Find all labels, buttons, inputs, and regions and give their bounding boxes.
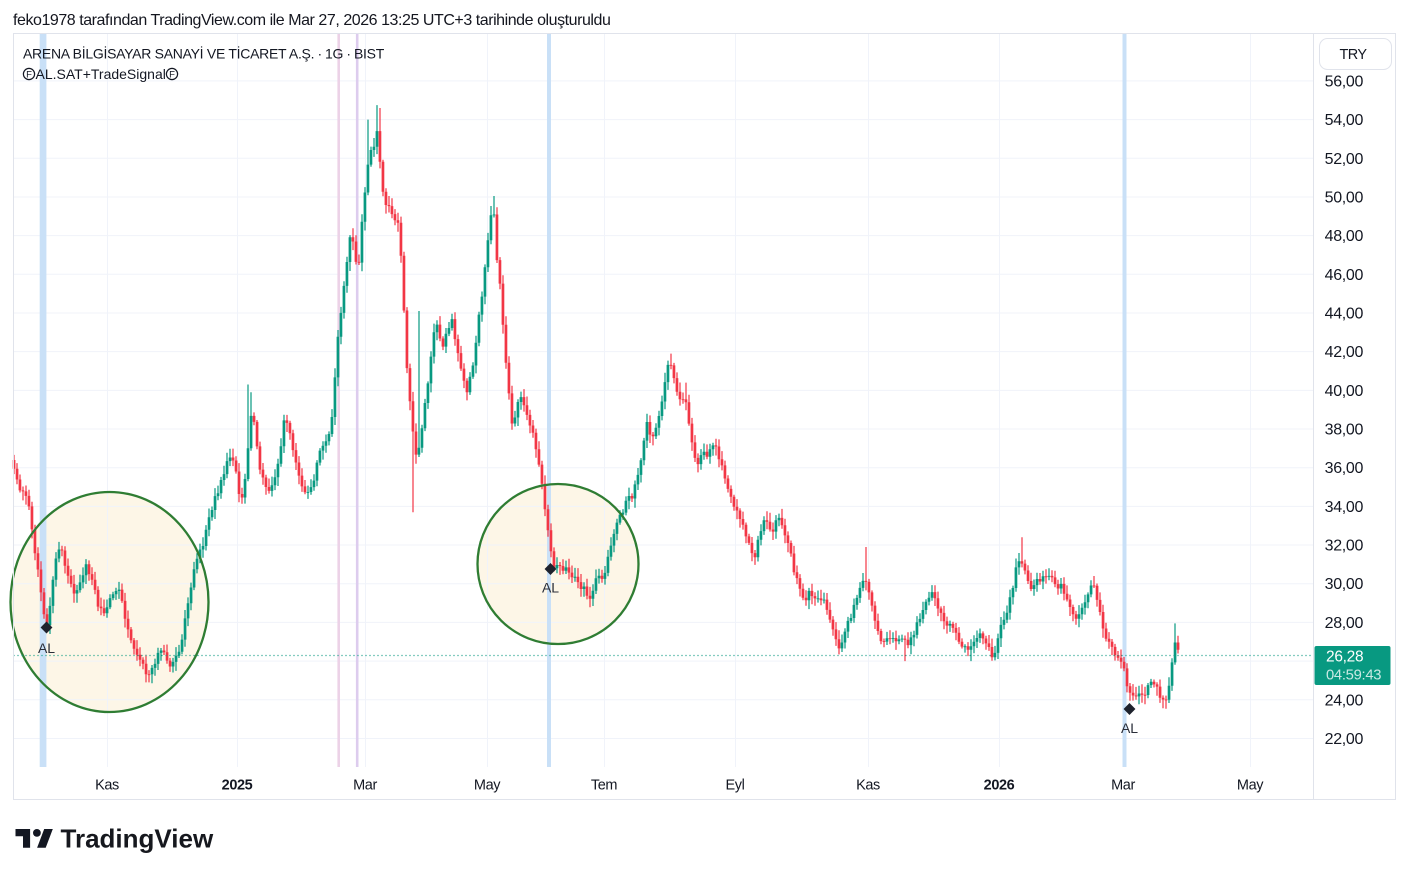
svg-text:50,00: 50,00 xyxy=(1325,189,1364,206)
svg-text:30,00: 30,00 xyxy=(1325,576,1364,593)
svg-text:54,00: 54,00 xyxy=(1325,112,1364,129)
svg-text:44,00: 44,00 xyxy=(1325,306,1364,323)
svg-text:Tem: Tem xyxy=(591,778,618,794)
svg-text:Eyl: Eyl xyxy=(726,778,745,794)
svg-text:56,00: 56,00 xyxy=(1325,73,1364,90)
svg-text:May: May xyxy=(1237,778,1264,794)
svg-text:Kas: Kas xyxy=(95,778,119,794)
svg-text:28,00: 28,00 xyxy=(1325,615,1364,632)
svg-text:AL.SAT+TradeSignal: AL.SAT+TradeSignal xyxy=(36,66,166,82)
svg-text:May: May xyxy=(474,778,501,794)
svg-text:2026: 2026 xyxy=(984,778,1015,794)
svg-text:34,00: 34,00 xyxy=(1325,499,1364,516)
svg-text:Kas: Kas xyxy=(856,778,880,794)
svg-text:TradingView: TradingView xyxy=(61,824,214,854)
svg-text:32,00: 32,00 xyxy=(1325,538,1364,555)
svg-text:2025: 2025 xyxy=(222,778,253,794)
svg-text:42,00: 42,00 xyxy=(1325,344,1364,361)
svg-text:26,28: 26,28 xyxy=(1326,649,1363,666)
svg-text:38,00: 38,00 xyxy=(1325,422,1364,439)
svg-text:F: F xyxy=(26,70,32,81)
svg-text:Mar: Mar xyxy=(353,778,377,794)
svg-text:ARENA BİLGİSAYAR SANAYİ VE TİC: ARENA BİLGİSAYAR SANAYİ VE TİCARET A.Ş. … xyxy=(23,45,385,62)
svg-text:04:59:43: 04:59:43 xyxy=(1326,668,1381,684)
svg-text:48,00: 48,00 xyxy=(1325,228,1364,245)
svg-text:40,00: 40,00 xyxy=(1325,383,1364,400)
svg-text:AL: AL xyxy=(38,640,55,656)
svg-text:F: F xyxy=(169,70,175,81)
svg-text:TRY: TRY xyxy=(1340,47,1368,63)
svg-text:AL: AL xyxy=(1121,720,1138,736)
svg-text:46,00: 46,00 xyxy=(1325,267,1364,284)
svg-text:feko1978 tarafından TradingVie: feko1978 tarafından TradingView.com ile … xyxy=(13,12,610,29)
svg-text:24,00: 24,00 xyxy=(1325,692,1364,709)
svg-text:52,00: 52,00 xyxy=(1325,151,1364,168)
svg-text:22,00: 22,00 xyxy=(1325,731,1364,748)
svg-text:AL: AL xyxy=(542,580,559,596)
svg-text:Mar: Mar xyxy=(1111,778,1135,794)
svg-text:36,00: 36,00 xyxy=(1325,460,1364,477)
